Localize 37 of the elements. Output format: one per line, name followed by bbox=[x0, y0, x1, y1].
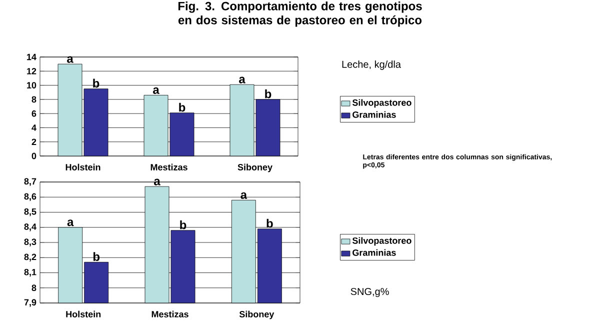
y-tick-label: 8 bbox=[32, 284, 36, 292]
y-tick-label: 8 bbox=[32, 96, 36, 103]
y-tick-label: 8,7 bbox=[24, 178, 36, 186]
data-label: b bbox=[266, 218, 273, 228]
chart-title: Fig. 3. Comportamiento de tres genotipos en dos sistemas de pastoreo en el trópico bbox=[178, 2, 422, 27]
data-label: b bbox=[265, 89, 272, 98]
data-label: b bbox=[179, 102, 186, 112]
y-tick-label: 10 bbox=[27, 82, 36, 88]
y-tick-label: 2 bbox=[32, 138, 36, 145]
data-label: a bbox=[67, 220, 74, 226]
y-axis-title: SNG,g% bbox=[350, 288, 389, 298]
y-tick-label: 8,2 bbox=[24, 254, 36, 262]
y-tick-label: 8,3 bbox=[24, 238, 36, 246]
y-tick-label: 14 bbox=[27, 54, 36, 60]
x-tick-label: Siboney bbox=[239, 310, 274, 320]
data-label: a bbox=[153, 87, 160, 94]
y-tick-label: 8,1 bbox=[24, 268, 36, 277]
y-tick-label: 0 bbox=[32, 152, 36, 160]
legend-label: Graminias bbox=[352, 249, 396, 256]
y-tick-label: 8,6 bbox=[24, 193, 36, 201]
y-tick-label: 8,5 bbox=[24, 208, 36, 216]
legend-label: Graminias bbox=[352, 111, 396, 118]
data-label: a bbox=[239, 76, 246, 84]
x-tick-label: Siboney bbox=[238, 164, 272, 172]
x-tick-label: Mestizas bbox=[150, 164, 188, 170]
x-tick-label: Holstein bbox=[66, 310, 101, 318]
legend-label: Silvopastoreo bbox=[352, 237, 412, 246]
y-tick-label: 8,4 bbox=[24, 224, 36, 232]
y-tick-label: 7,9 bbox=[24, 299, 36, 307]
data-label: a bbox=[67, 56, 74, 63]
y-tick-label: 6 bbox=[32, 110, 36, 117]
x-tick-label: Holstein bbox=[66, 164, 100, 170]
y-tick-label: 4 bbox=[32, 124, 36, 131]
y-tick-label: 12 bbox=[27, 68, 36, 74]
y-axis-title: Leche, kg/dla bbox=[342, 60, 401, 70]
x-tick-label: Mestizas bbox=[152, 310, 188, 318]
legend-label: Silvopastoreo bbox=[352, 99, 412, 108]
